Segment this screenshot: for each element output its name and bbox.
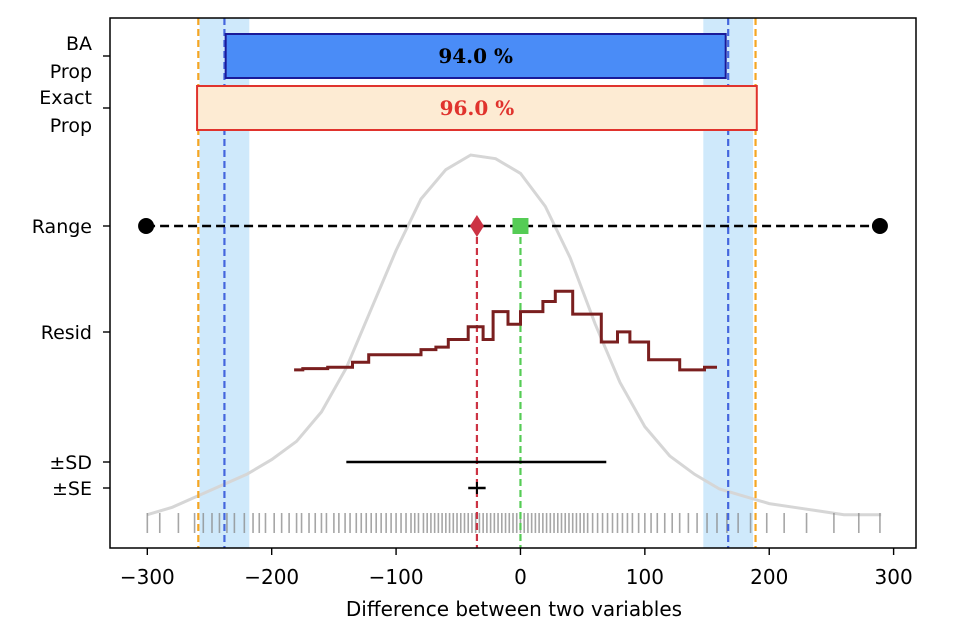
y-axis <box>103 55 110 489</box>
exact-prop-value: 96.0 % <box>440 96 515 120</box>
range-max-point <box>871 218 888 234</box>
xtick-label: 0 <box>514 565 527 589</box>
xtick-label: 100 <box>626 565 664 589</box>
residual-step-line <box>294 289 717 372</box>
exact-prop-bar <box>196 85 758 131</box>
ba-prop-bar <box>224 33 727 79</box>
ytick-label-ba-line2: Prop <box>50 61 92 83</box>
ytick-label-ba-line1: BA <box>66 33 92 55</box>
ba-prop-value: 94.0 % <box>438 44 513 68</box>
xtick-label: −100 <box>369 565 424 589</box>
ytick-label-range: Range <box>32 216 92 238</box>
x-axis-title: Difference between two variables <box>346 597 682 621</box>
x-axis: −300 −200 −100 0 100 200 300 <box>120 548 913 589</box>
ytick-label-se: ±SE <box>52 478 92 500</box>
plot-frame <box>109 17 917 549</box>
ytick-label-sd: ±SD <box>49 452 92 474</box>
ytick-label-exact-line2: Prop <box>50 115 92 137</box>
ytick-label-resid: Resid <box>41 322 92 344</box>
xtick-label: 300 <box>875 565 913 589</box>
median-marker <box>512 218 529 234</box>
density-curve <box>146 153 882 517</box>
plot-area: 96.0 % 94.0 % <box>138 18 888 548</box>
xtick-label: −200 <box>244 565 299 589</box>
xtick-label: −300 <box>120 565 175 589</box>
xtick-label: 200 <box>750 565 788 589</box>
range-min-point <box>138 218 155 234</box>
mean-marker <box>469 215 484 237</box>
ytick-label-exact-line1: Exact <box>39 87 92 109</box>
